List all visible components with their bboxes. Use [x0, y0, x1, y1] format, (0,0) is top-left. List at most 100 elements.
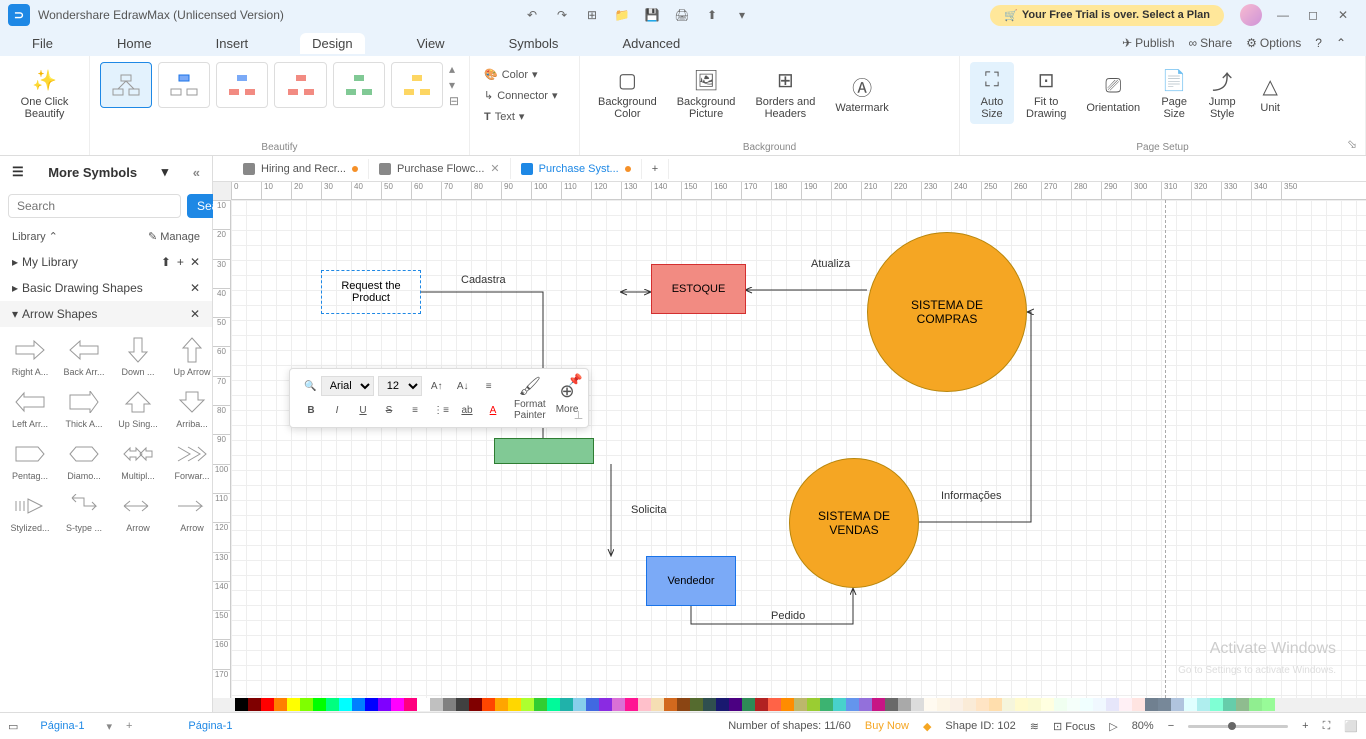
color-swatch[interactable]	[963, 698, 976, 711]
print-icon[interactable]: 🖨	[667, 0, 697, 30]
buy-now-link[interactable]: Buy Now	[865, 720, 909, 732]
color-swatch[interactable]	[794, 698, 807, 711]
strike-icon[interactable]: S	[378, 399, 400, 421]
color-swatch[interactable]	[534, 698, 547, 711]
text-button[interactable]: T Text ▾	[480, 108, 569, 125]
menu-advanced[interactable]: Advanced	[610, 33, 692, 54]
font-size-select[interactable]: 12	[378, 376, 422, 396]
color-swatch[interactable]	[1262, 698, 1275, 711]
fit-drawing-button[interactable]: ⊡Fit to Drawing	[1018, 62, 1074, 124]
font-shrink-icon[interactable]: A↓	[452, 375, 474, 397]
bg-color-button[interactable]: ▢Background Color	[590, 62, 665, 124]
watermark-button[interactable]: ⒶWatermark	[827, 62, 896, 124]
publish-button[interactable]: ✈ Publish	[1122, 36, 1174, 50]
color-swatch[interactable]	[339, 698, 352, 711]
color-swatch[interactable]	[872, 698, 885, 711]
color-swatch[interactable]	[586, 698, 599, 711]
color-swatch[interactable]	[235, 698, 248, 711]
menu-file[interactable]: File	[20, 33, 65, 54]
color-swatch[interactable]	[365, 698, 378, 711]
color-swatch[interactable]	[469, 698, 482, 711]
color-swatch[interactable]	[326, 698, 339, 711]
fit-page-icon[interactable]: ⛶	[1323, 720, 1331, 733]
color-swatch[interactable]	[1236, 698, 1249, 711]
color-swatch[interactable]	[651, 698, 664, 711]
color-swatch[interactable]	[482, 698, 495, 711]
numlist-icon[interactable]: ≡	[404, 399, 426, 421]
dropdown-icon[interactable]: ▾	[727, 0, 757, 30]
color-swatch[interactable]	[703, 698, 716, 711]
color-swatch[interactable]	[976, 698, 989, 711]
floating-format-toolbar[interactable]: 🔍 Arial 12 A↑ A↓ ≡ B I U S ≡	[289, 368, 589, 428]
diagram-node-request[interactable]: Request the Product	[321, 270, 421, 314]
jump-style-button[interactable]: ⤴Jump Style	[1200, 62, 1244, 124]
diagram-node-compras[interactable]: SISTEMA DE COMPRAS	[867, 232, 1027, 392]
shape-penta[interactable]: Pentag...	[4, 435, 56, 485]
save-icon[interactable]: 💾	[637, 0, 667, 30]
color-swatch[interactable]	[1028, 698, 1041, 711]
presentation-icon[interactable]: ▷	[1109, 720, 1117, 733]
shape-stype[interactable]: S-type ...	[58, 487, 110, 537]
zoom-out-icon[interactable]: −	[1168, 720, 1174, 732]
color-swatch[interactable]	[573, 698, 586, 711]
basic-shapes-section[interactable]: ▸ Basic Drawing Shapes ✕	[0, 275, 212, 301]
color-swatch[interactable]	[1080, 698, 1093, 711]
shape-forward[interactable]: Forwar...	[166, 435, 212, 485]
edge-label[interactable]: Pedido	[771, 610, 805, 622]
page-setup-dialog-icon[interactable]: ⬂	[1347, 137, 1357, 151]
template-more-icon[interactable]: ⊟	[449, 94, 459, 108]
shape-arrow1[interactable]: Arrow	[112, 487, 164, 537]
undo-icon[interactable]: ↶	[517, 0, 547, 30]
color-swatch[interactable]	[352, 698, 365, 711]
edge-label[interactable]: Informações	[941, 490, 1002, 502]
doc-tab[interactable]: Purchase Flowc...✕	[369, 158, 511, 179]
open-icon[interactable]: 📁	[607, 0, 637, 30]
export-icon[interactable]: ⬆	[697, 0, 727, 30]
pin-icon[interactable]: 📌	[568, 373, 583, 387]
color-swatch[interactable]	[313, 698, 326, 711]
color-swatch[interactable]	[1106, 698, 1119, 711]
sidebar-collapse-icon[interactable]: «	[193, 165, 200, 180]
zoom-slider[interactable]	[1188, 725, 1288, 728]
color-swatch[interactable]	[300, 698, 313, 711]
color-swatch[interactable]	[599, 698, 612, 711]
resize-icon[interactable]: ⟂	[574, 408, 582, 423]
template-6[interactable]	[391, 62, 443, 108]
ft-search-icon[interactable]: 🔍	[304, 381, 316, 392]
color-swatch[interactable]	[859, 698, 872, 711]
color-swatch[interactable]	[820, 698, 833, 711]
shape-up[interactable]: Up Arrow	[166, 331, 212, 381]
color-swatch[interactable]	[989, 698, 1002, 711]
page-size-button[interactable]: 📄Page Size	[1152, 62, 1196, 124]
menu-insert[interactable]: Insert	[204, 33, 261, 54]
shape-diamond[interactable]: Diamo...	[58, 435, 110, 485]
color-swatch[interactable]	[274, 698, 287, 711]
add-page-icon[interactable]: +	[126, 720, 132, 732]
color-swatch[interactable]	[833, 698, 846, 711]
edge-label[interactable]: Atualiza	[811, 258, 850, 270]
pages-icon[interactable]: ▭	[8, 720, 18, 733]
help-icon[interactable]: ?	[1315, 36, 1322, 50]
color-swatch[interactable]	[456, 698, 469, 711]
color-swatch[interactable]	[638, 698, 651, 711]
color-swatch[interactable]	[560, 698, 573, 711]
connector-button[interactable]: ↳ Connector ▾	[480, 87, 569, 104]
fontcolor-icon[interactable]: A	[482, 399, 504, 421]
options-button[interactable]: ⚙ Options	[1246, 36, 1301, 50]
shape-left[interactable]: Back Arr...	[58, 331, 110, 381]
unit-button[interactable]: △Unit	[1248, 62, 1292, 124]
subscript-icon[interactable]: ab	[456, 399, 478, 421]
underline-icon[interactable]: U	[352, 399, 374, 421]
edge-label[interactable]: Solicita	[631, 504, 666, 516]
color-swatch[interactable]	[1249, 698, 1262, 711]
color-swatch[interactable]	[911, 698, 924, 711]
auto-size-button[interactable]: ⛶Auto Size	[970, 62, 1014, 124]
color-swatch[interactable]	[1002, 698, 1015, 711]
manage-button[interactable]: ✎ Manage	[148, 230, 200, 243]
color-swatch[interactable]	[937, 698, 950, 711]
arrow-shapes-section[interactable]: ▾ Arrow Shapes ✕	[0, 301, 212, 327]
maximize-icon[interactable]: ◻	[1298, 0, 1328, 30]
color-swatch[interactable]	[625, 698, 638, 711]
format-painter-button[interactable]: 🖌 Format Painter	[514, 376, 546, 421]
color-swatch[interactable]	[261, 698, 274, 711]
